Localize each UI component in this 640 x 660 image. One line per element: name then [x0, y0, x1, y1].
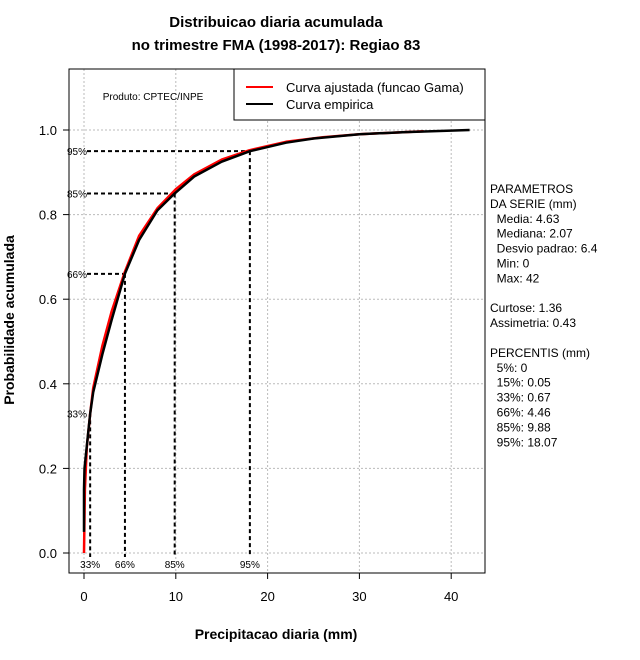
percentile-bottom-label: 33%: [80, 560, 100, 571]
fitted-curve: [82, 130, 424, 554]
x-tick-label: 0: [80, 589, 87, 604]
empirical-curve: [82, 128, 470, 532]
side-text-line: 5%: 0: [490, 361, 528, 375]
side-text-line: Curtose: 1.36: [490, 301, 562, 315]
y-tick-label: 1.0: [39, 123, 57, 138]
side-text-line: 15%: 0.05: [490, 376, 551, 390]
legend: Curva ajustada (funcao Gama) Curva empir…: [233, 68, 486, 121]
side-text-line: Assimetria: 0.43: [490, 316, 576, 330]
x-tick-label: 20: [260, 589, 274, 604]
y-axis-label: Probabilidade acumulada: [1, 235, 17, 405]
y-tick-label: 0.2: [39, 461, 57, 476]
legend-box: [233, 68, 486, 121]
x-tick-label: 40: [444, 589, 458, 604]
percentile-bottom-label: 85%: [165, 560, 185, 571]
percentile-left-label: 95%: [67, 147, 87, 158]
chart-title-line1: Distribuicao diaria acumulada: [169, 14, 383, 31]
chart-title-line2: no trimestre FMA (1998-2017): Regiao 83: [132, 37, 421, 54]
side-text-line: 85%: 9.88: [490, 420, 551, 434]
side-text-line: 33%: 0.67: [490, 391, 551, 405]
percentile-left-label: 66%: [67, 270, 87, 281]
percentile-left-label: 33%: [67, 409, 87, 420]
side-text-line: PERCENTIS (mm): [490, 346, 590, 360]
y-tick-label: 0.6: [39, 292, 57, 307]
product-note: Produto: CPTEC/INPE: [103, 92, 204, 103]
side-text-line: PARAMETROS: [490, 182, 573, 196]
side-text-line: Mediana: 2.07: [490, 227, 573, 241]
y-tick-label: 0.8: [39, 208, 57, 223]
percentile-bottom-label: 95%: [240, 560, 260, 571]
percentile-bottom-label: 66%: [115, 560, 135, 571]
side-text-line: Max: 42: [490, 271, 540, 285]
side-text-line: 95%: 18.07: [490, 435, 558, 449]
side-text-line: 66%: 4.46: [490, 406, 551, 420]
side-text-line: Min: 0: [490, 257, 530, 271]
legend-label-empirical: Curva empirica: [286, 97, 374, 112]
y-tick-label: 0.4: [39, 377, 57, 392]
x-axis-label: Precipitacao diaria (mm): [195, 626, 358, 642]
legend-label-fitted: Curva ajustada (funcao Gama): [286, 80, 464, 95]
percentile-left-label: 85%: [67, 189, 87, 200]
y-tick-label: 0.0: [39, 546, 57, 561]
side-text-line: DA SERIE (mm): [490, 197, 577, 211]
x-tick-label: 30: [352, 589, 366, 604]
side-text-line: Media: 4.63: [490, 212, 560, 226]
x-tick-label: 10: [169, 589, 183, 604]
side-text-line: Desvio padrao: 6.4: [490, 242, 598, 256]
